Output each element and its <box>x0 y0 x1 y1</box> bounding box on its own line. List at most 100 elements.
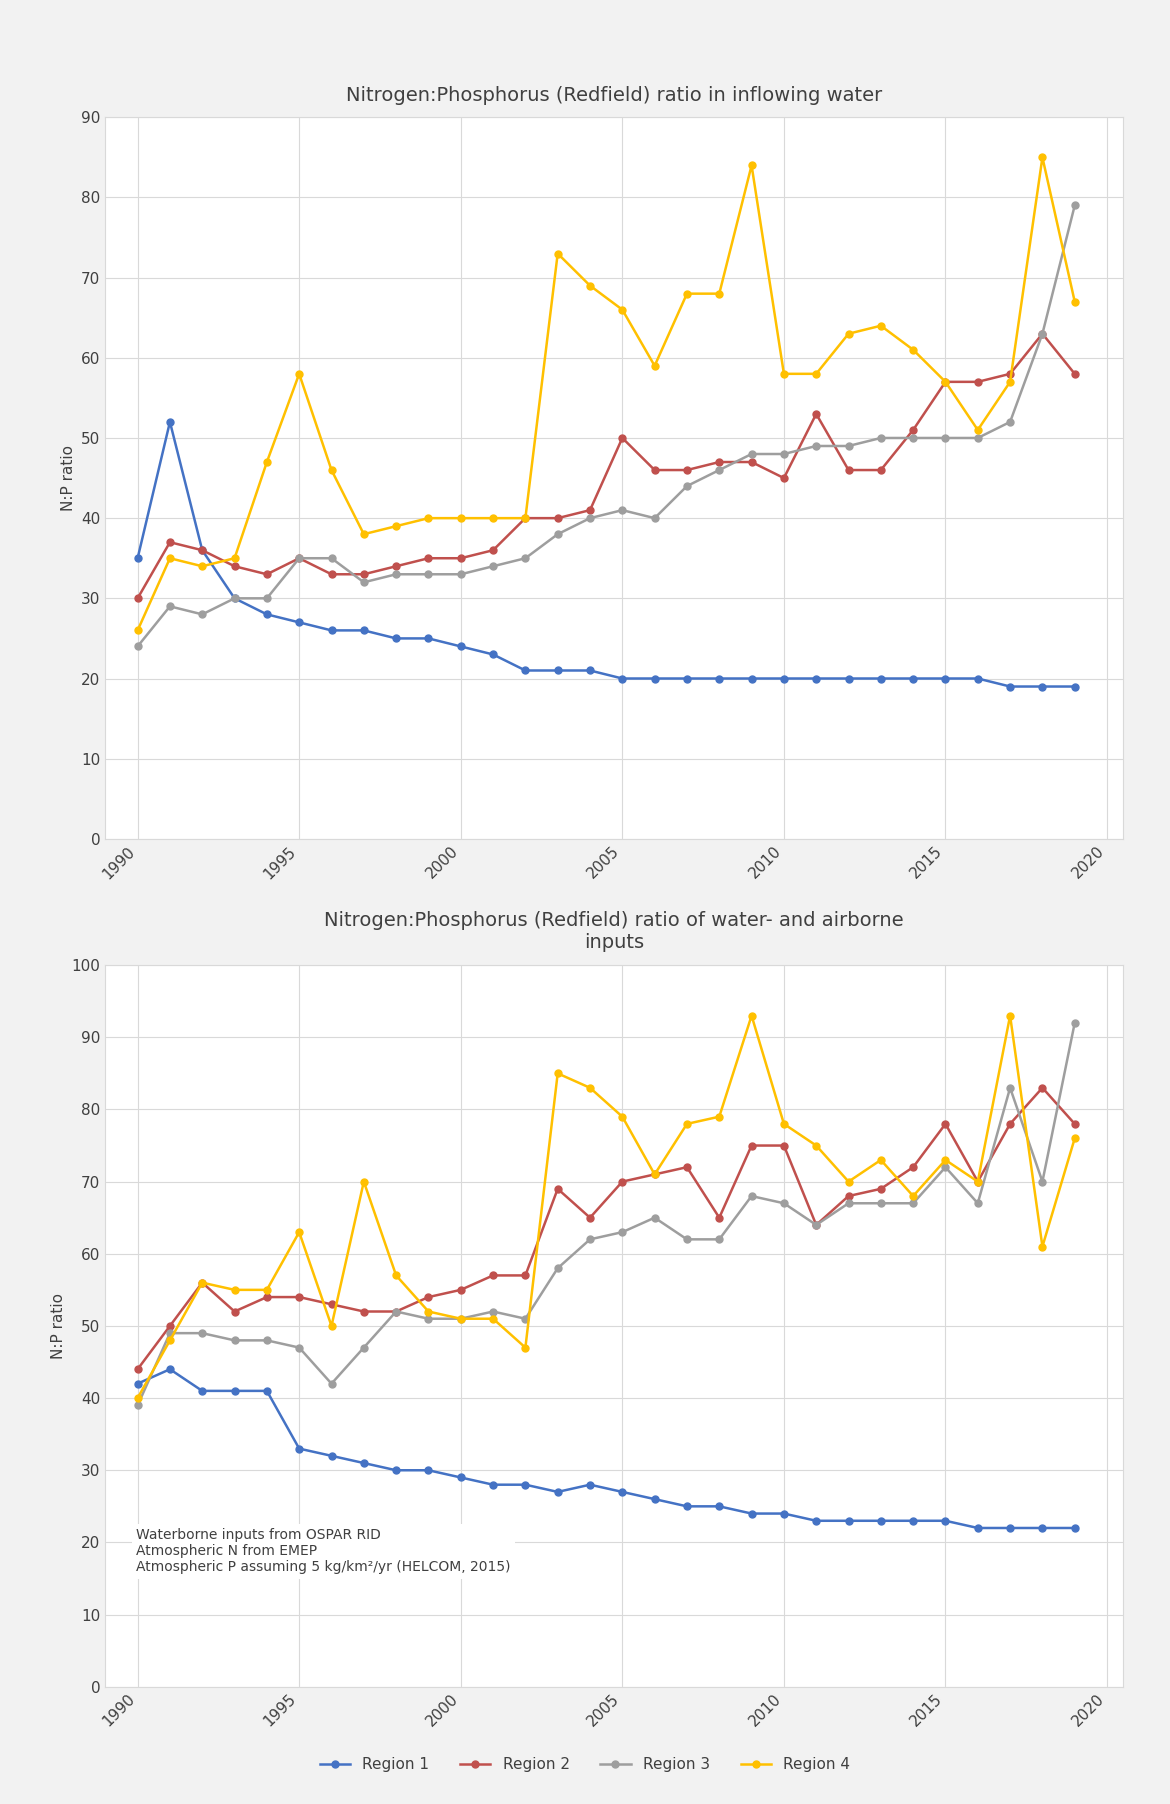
Region 3 <box>648 1207 662 1229</box>
Region 2 <box>1035 1077 1049 1099</box>
Region 4 <box>357 1171 371 1192</box>
Region 1 <box>680 1496 694 1517</box>
Region 3 <box>777 1192 791 1214</box>
Region 3 <box>906 1192 920 1214</box>
Region 3 <box>938 1156 952 1178</box>
Region 2 <box>518 1265 532 1286</box>
Region 3 <box>390 1301 404 1322</box>
Legend: Region 1, Region 2, Region 3, Region 4: Region 1, Region 2, Region 3, Region 4 <box>314 1752 856 1779</box>
Region 2 <box>357 1301 371 1322</box>
Region 2 <box>390 1301 404 1322</box>
Region 4 <box>810 1135 824 1156</box>
Region 2 <box>454 1279 468 1301</box>
Region 3 <box>292 1337 307 1358</box>
Region 3 <box>163 1322 177 1344</box>
Region 2 <box>810 1214 824 1236</box>
Region 3 <box>810 1214 824 1236</box>
Region 2 <box>163 1315 177 1337</box>
Region 3 <box>486 1301 500 1322</box>
Region 1 <box>357 1452 371 1474</box>
Region 4 <box>1003 1005 1017 1026</box>
Region 4 <box>195 1272 209 1293</box>
Region 3 <box>518 1308 532 1330</box>
Region 1 <box>454 1467 468 1488</box>
Region 1 <box>260 1380 274 1402</box>
Region 4 <box>324 1315 338 1337</box>
Region 1 <box>518 1474 532 1496</box>
Region 2 <box>777 1135 791 1156</box>
Y-axis label: N:P ratio: N:P ratio <box>61 446 76 511</box>
Region 4 <box>421 1301 435 1322</box>
Region 2 <box>906 1156 920 1178</box>
Text: Waterborne inputs from OSPAR RID
Atmospheric N from EMEP
Atmospheric P assuming : Waterborne inputs from OSPAR RID Atmosph… <box>136 1528 510 1575</box>
Region 1 <box>810 1510 824 1532</box>
Region 4 <box>131 1387 145 1409</box>
Region 4 <box>777 1113 791 1135</box>
Region 3 <box>744 1185 758 1207</box>
Region 1 <box>551 1481 565 1503</box>
Region 1 <box>615 1481 629 1503</box>
Region 4 <box>486 1308 500 1330</box>
Region 4 <box>938 1149 952 1171</box>
Line: Region 3: Region 3 <box>135 1019 1079 1409</box>
Region 2 <box>324 1293 338 1315</box>
Region 1 <box>777 1503 791 1524</box>
Region 1 <box>874 1510 888 1532</box>
Line: Region 1: Region 1 <box>135 1366 1079 1532</box>
Region 1 <box>163 1358 177 1380</box>
Region 1 <box>1068 1517 1082 1539</box>
Region 4 <box>971 1171 985 1192</box>
Line: Region 4: Region 4 <box>135 1012 1079 1402</box>
Region 4 <box>906 1185 920 1207</box>
Region 4 <box>680 1113 694 1135</box>
Region 2 <box>680 1156 694 1178</box>
Region 1 <box>486 1474 500 1496</box>
Region 4 <box>744 1005 758 1026</box>
Region 2 <box>615 1171 629 1192</box>
Region 3 <box>454 1308 468 1330</box>
Region 1 <box>713 1496 727 1517</box>
Region 3 <box>131 1394 145 1416</box>
Region 3 <box>1068 1012 1082 1034</box>
Region 1 <box>324 1445 338 1467</box>
Region 2 <box>744 1135 758 1156</box>
Region 4 <box>551 1063 565 1084</box>
Region 2 <box>1003 1113 1017 1135</box>
Region 3 <box>713 1229 727 1250</box>
Region 1 <box>906 1510 920 1532</box>
Region 4 <box>874 1149 888 1171</box>
Region 1 <box>131 1373 145 1394</box>
Region 1 <box>1003 1517 1017 1539</box>
Region 2 <box>292 1286 307 1308</box>
Region 3 <box>357 1337 371 1358</box>
Region 1 <box>841 1510 855 1532</box>
Region 1 <box>195 1380 209 1402</box>
Title: Nitrogen:Phosphorus (Redfield) ratio of water- and airborne
inputs: Nitrogen:Phosphorus (Redfield) ratio of … <box>324 911 904 953</box>
Region 3 <box>195 1322 209 1344</box>
Region 1 <box>421 1459 435 1481</box>
Region 2 <box>227 1301 241 1322</box>
Region 4 <box>583 1077 597 1099</box>
Region 2 <box>713 1207 727 1229</box>
Region 1 <box>583 1474 597 1496</box>
Region 1 <box>971 1517 985 1539</box>
Region 4 <box>518 1337 532 1358</box>
Region 2 <box>583 1207 597 1229</box>
Region 4 <box>713 1106 727 1128</box>
Title: Nitrogen:Phosphorus (Redfield) ratio in inflowing water: Nitrogen:Phosphorus (Redfield) ratio in … <box>346 85 882 105</box>
Region 2 <box>421 1286 435 1308</box>
Region 3 <box>260 1330 274 1351</box>
Region 4 <box>292 1221 307 1243</box>
Region 4 <box>648 1164 662 1185</box>
Region 4 <box>227 1279 241 1301</box>
Region 4 <box>163 1330 177 1351</box>
Line: Region 2: Region 2 <box>135 1084 1079 1373</box>
Region 3 <box>551 1257 565 1279</box>
Region 3 <box>583 1229 597 1250</box>
Region 2 <box>971 1171 985 1192</box>
Region 3 <box>227 1330 241 1351</box>
Y-axis label: N:P ratio: N:P ratio <box>51 1293 66 1358</box>
Region 1 <box>390 1459 404 1481</box>
Region 3 <box>1035 1171 1049 1192</box>
Region 1 <box>648 1488 662 1510</box>
